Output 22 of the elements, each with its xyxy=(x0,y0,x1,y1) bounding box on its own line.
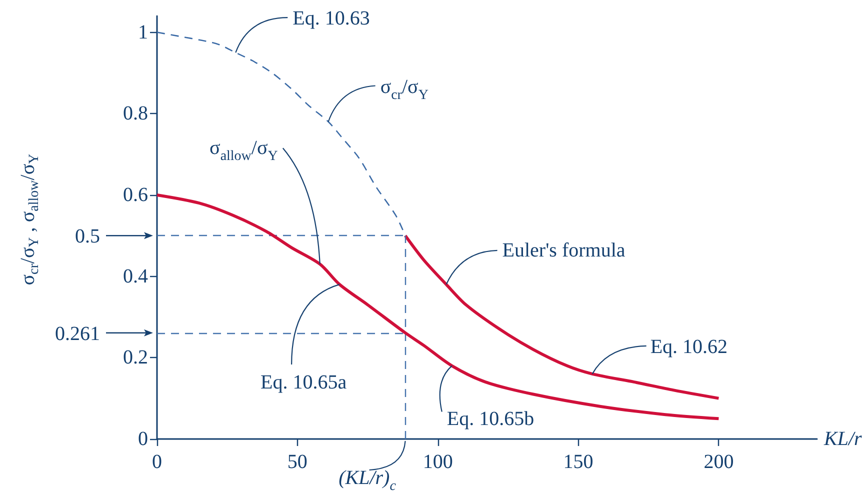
x-tick-label: 200 xyxy=(704,451,734,473)
x-tick-label: 0 xyxy=(152,451,162,473)
ref-line-label: 0.5 xyxy=(75,226,100,248)
y-tick-label: 0.2 xyxy=(123,346,148,369)
y-tick-label: 0.6 xyxy=(123,184,148,206)
x-axis-title: KL/r xyxy=(823,428,862,450)
x-tick-label: 50 xyxy=(287,451,308,473)
y-tick-label: 0 xyxy=(138,428,148,450)
y-tick-label: 1 xyxy=(138,21,148,44)
x-tick-label: 150 xyxy=(563,451,594,473)
y-tick-label: 0.8 xyxy=(123,102,148,125)
y-tick-label: 0.4 xyxy=(123,265,148,288)
annotation: Eq. 10.65a xyxy=(260,371,347,394)
annotation: Eq. 10.63 xyxy=(292,8,370,30)
ref-line-label: (KL/r)$_{c}$ xyxy=(338,467,397,494)
ref-line-label: 0.261 xyxy=(55,322,100,345)
annotation: σ$_{cr}$/σ$_{Y}$ xyxy=(380,76,428,103)
annotation: Eq. 10.65b xyxy=(446,408,534,430)
annotation: Eq. 10.62 xyxy=(650,336,728,358)
x-tick-label: 100 xyxy=(422,451,453,473)
annotation: Euler's formula xyxy=(502,239,626,262)
annotation: σ$_{allow}$/σ$_{Y}$ xyxy=(210,137,278,164)
